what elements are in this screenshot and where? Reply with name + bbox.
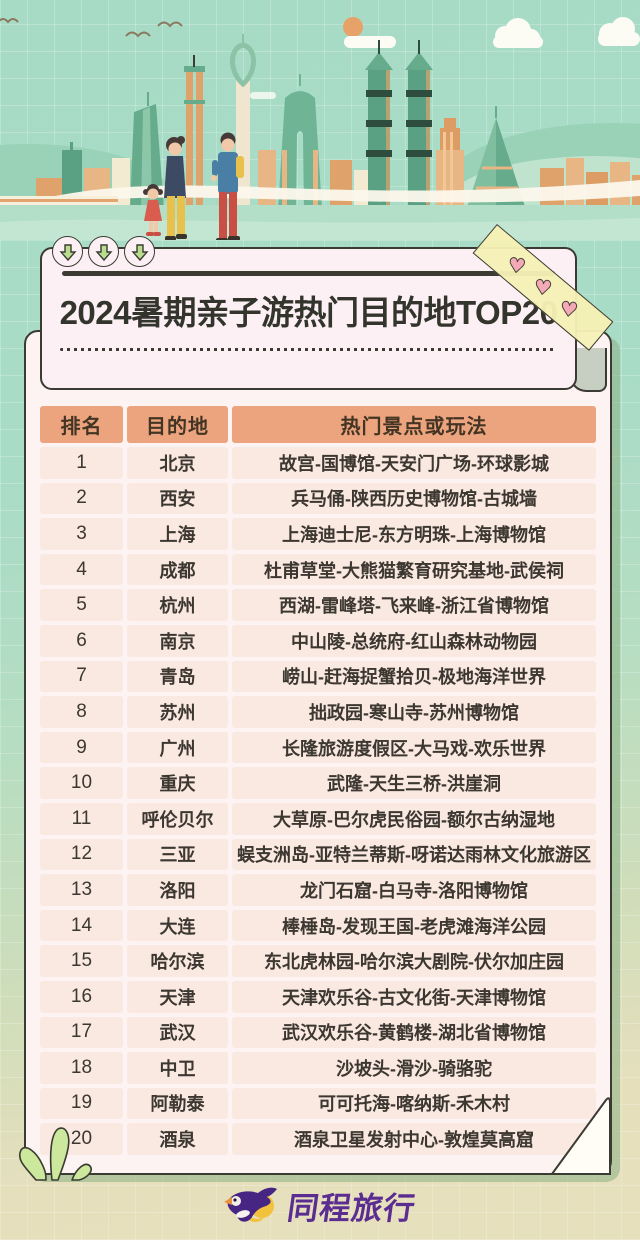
ranking-card: 排名 目的地 热门景点或玩法 1 北京 故宫-国博馆-天安门广场-环球影城 2 …	[24, 330, 612, 1175]
column-header-rank: 排名	[40, 406, 123, 443]
title-card: 2024暑期亲子游热门目的地TOP20	[40, 247, 577, 390]
table-row-attractions: 崂山-赶海捉蟹拾贝-极地海洋世界	[232, 660, 596, 693]
dotted-divider	[60, 348, 557, 351]
table-row-rank: 13	[40, 874, 123, 906]
column-header-attractions: 热门景点或玩法	[232, 406, 596, 443]
table-row-destination: 苏州	[127, 696, 228, 728]
table-row-rank: 7	[40, 660, 123, 693]
table-row-attractions: 长隆旅游度假区-大马戏-欢乐世界	[232, 731, 596, 764]
brand-logo: 同程旅行	[0, 1183, 640, 1228]
table-row-destination: 广州	[127, 731, 228, 764]
table-row-attractions: 故宫-国博馆-天安门广场-环球影城	[232, 447, 596, 479]
table-row-attractions: 上海迪士尼-东方明珠-上海博物馆	[232, 518, 596, 550]
table-row-rank: 5	[40, 589, 123, 621]
heart-icon: ♥	[506, 252, 528, 279]
table-row-attractions: 武汉欢乐谷-黄鹤楼-湖北省博物馆	[232, 1016, 596, 1049]
table-row-rank: 16	[40, 980, 123, 1013]
heart-icon: ♥	[558, 296, 580, 323]
table-row-destination: 西安	[127, 482, 228, 515]
family-illustration	[143, 132, 244, 240]
table-row-rank: 8	[40, 696, 123, 728]
cloud-icon	[344, 36, 396, 48]
table-row-rank: 18	[40, 1052, 123, 1084]
table-row-destination: 青岛	[127, 660, 228, 693]
buildings	[36, 34, 640, 210]
page-title: 2024暑期亲子游热门目的地TOP20	[59, 294, 558, 331]
table-row-attractions: 龙门石窟-白马寺-洛阳博物馆	[232, 874, 596, 906]
heart-icon: ♥	[532, 274, 554, 301]
table-row-attractions: 杜甫草堂-大熊猫繁育研究基地-武侯祠	[232, 553, 596, 586]
table-row-attractions: 中山陵-总统府-红山森林动物园	[232, 624, 596, 657]
bird-icon	[0, 18, 183, 38]
table-row-attractions: 武隆-天生三桥-洪崖洞	[232, 767, 596, 799]
table-row-destination: 呼伦贝尔	[127, 802, 228, 835]
table-row-rank: 11	[40, 802, 123, 835]
table-row-destination: 酒泉	[127, 1123, 228, 1155]
column-header-destination: 目的地	[127, 406, 228, 443]
table-row-rank: 2	[40, 482, 123, 515]
bush-icon	[18, 1127, 92, 1181]
table-row-attractions: 天津欢乐谷-古文化街-天津博物馆	[232, 980, 596, 1013]
ranking-table: 排名 目的地 热门景点或玩法 1 北京 故宫-国博馆-天安门广场-环球影城 2 …	[40, 406, 596, 1155]
table-row-rank: 17	[40, 1016, 123, 1049]
table-row-rank: 1	[40, 447, 123, 479]
table-row-destination: 北京	[127, 447, 228, 479]
table-row-destination: 中卫	[127, 1052, 228, 1084]
table-row-attractions: 大草原-巴尔虎民俗园-额尔古纳湿地	[232, 802, 596, 835]
table-row-attractions: 可可托海-喀纳斯-禾木村	[232, 1087, 596, 1120]
table-row-destination: 天津	[127, 980, 228, 1013]
table-row-rank: 9	[40, 731, 123, 764]
cloud-icon	[493, 18, 543, 48]
table-row-destination: 三亚	[127, 838, 228, 871]
table-row-attractions: 西湖-雷峰塔-飞来峰-浙江省博物馆	[232, 589, 596, 621]
down-arrow-icon	[88, 236, 119, 267]
table-row-destination: 重庆	[127, 767, 228, 799]
title-divider-bar	[62, 271, 555, 276]
swallow-logo-icon	[224, 1187, 277, 1222]
table-row-attractions: 棒棰岛-发现王国-老虎滩海洋公园	[232, 909, 596, 942]
table-row-attractions: 沙坡头-滑沙-骑骆驼	[232, 1052, 596, 1084]
table-row-destination: 成都	[127, 553, 228, 586]
table-row-attractions: 酒泉卫星发射中心-敦煌莫高窟	[232, 1123, 596, 1155]
cloud-icon	[598, 17, 640, 46]
table-row-attractions: 兵马俑-陕西历史博物馆-古城墙	[232, 482, 596, 515]
table-row-attractions: 拙政园-寒山寺-苏州博物馆	[232, 696, 596, 728]
table-row-attractions: 东北虎林园-哈尔滨大剧院-伏尔加庄园	[232, 945, 596, 977]
table-row-rank: 19	[40, 1087, 123, 1120]
table-row-rank: 6	[40, 624, 123, 657]
table-row-destination: 南京	[127, 624, 228, 657]
table-row-destination: 哈尔滨	[127, 945, 228, 977]
table-row-destination: 大连	[127, 909, 228, 942]
brand-name: 同程旅行	[285, 1191, 419, 1226]
table-row-destination: 杭州	[127, 589, 228, 621]
down-arrow-icon	[124, 236, 155, 267]
page-curl-icon	[550, 1097, 611, 1175]
table-row-destination: 阿勒泰	[127, 1087, 228, 1120]
table-row-rank: 15	[40, 945, 123, 977]
table-row-rank: 4	[40, 553, 123, 586]
city-skyline-illustration	[0, 17, 640, 240]
down-arrow-icon	[52, 236, 83, 267]
table-row-attractions: 蜈支洲岛-亚特兰蒂斯-呀诺达雨林文化旅游区	[232, 838, 596, 871]
table-row-rank: 3	[40, 518, 123, 550]
sun-icon	[343, 17, 363, 37]
table-row-destination: 上海	[127, 518, 228, 550]
table-row-destination: 洛阳	[127, 874, 228, 906]
table-row-destination: 武汉	[127, 1016, 228, 1049]
table-row-rank: 10	[40, 767, 123, 799]
table-row-rank: 12	[40, 838, 123, 871]
table-row-rank: 14	[40, 909, 123, 942]
